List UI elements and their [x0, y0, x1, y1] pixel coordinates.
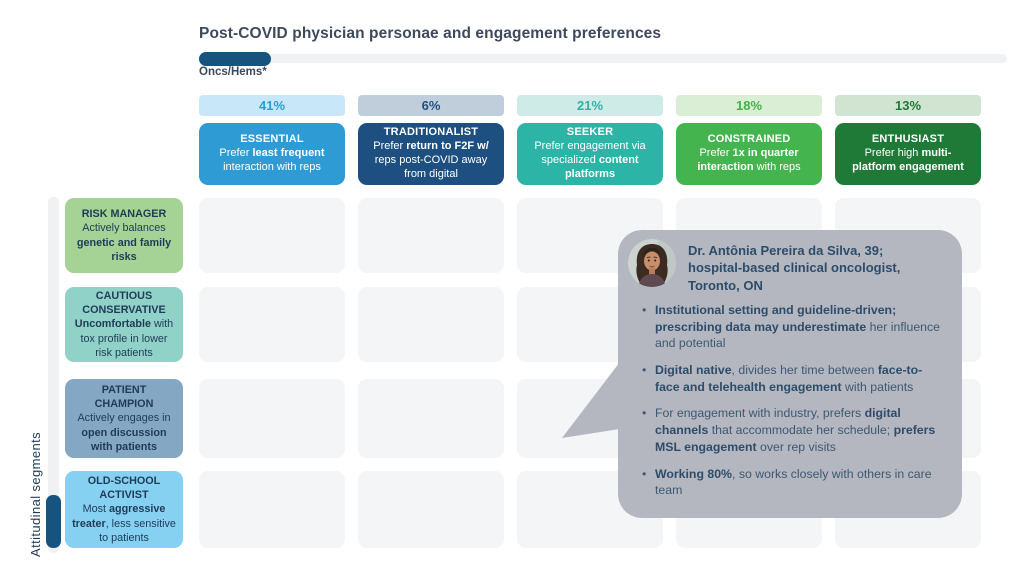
- emphasis-text: 1x in quarter interaction: [697, 147, 799, 173]
- matrix-cell: [199, 471, 345, 548]
- segment-description: Uncomfortable with tox profile in lower …: [72, 317, 176, 359]
- persona-card-description: Prefer high multi-platform engagement: [843, 147, 973, 175]
- persona-card-title: TRADITIONALIST: [383, 126, 479, 139]
- plain-text: , less sensitive to patients: [99, 517, 176, 544]
- matrix-cell: [358, 379, 504, 458]
- emphasis-text: prefers MSL engagement: [655, 423, 936, 454]
- callout-tail-icon: [562, 354, 626, 438]
- persona-card-traditionalist: TRADITIONALIST Prefer return to F2F w/ re…: [358, 123, 504, 185]
- segment-label-cautious-conservative: CAUTIOUS CONSERVATIVE Uncomfortable with …: [65, 287, 183, 362]
- persona-card-description: Prefer 1x in quarter interaction with re…: [684, 147, 814, 175]
- plain-text: Actively balances: [82, 222, 166, 235]
- specialty-progress-thumb: [199, 51, 271, 66]
- matrix-cell: [358, 471, 504, 548]
- emphasis-text: open discussion with patients: [81, 426, 167, 453]
- persona-card-constrained: CONSTRAINED Prefer 1x in quarter interact…: [676, 123, 822, 185]
- profile-bullet: Working 80%, so works closely with other…: [642, 466, 940, 499]
- y-axis-label: Attitudinal segments: [28, 431, 43, 557]
- persona-card-description: Prefer least frequent interaction with r…: [207, 147, 337, 175]
- plain-text: with tox profile in lower risk patients: [80, 318, 174, 359]
- segment-description: Actively balances genetic and family ris…: [72, 221, 176, 263]
- plain-text: Most: [82, 503, 109, 516]
- plain-text: For engagement with industry, prefers: [655, 406, 865, 421]
- persona-share-seeker: 21%: [517, 95, 663, 116]
- doctor-profile-bullets: Institutional setting and guideline-driv…: [628, 302, 940, 499]
- plain-text: with reps: [753, 160, 801, 173]
- persona-share-traditionalist: 6%: [358, 95, 504, 116]
- emphasis-text: multi-platform engagement: [852, 147, 964, 173]
- emphasis-text: Working 80%: [655, 466, 732, 481]
- specialty-tab-label: Oncs/Hems*: [199, 66, 267, 78]
- persona-card-title: SEEKER: [566, 126, 614, 139]
- emphasis-text: content platforms: [564, 154, 639, 180]
- emphasis-text: least frequent: [252, 147, 325, 160]
- emphasis-text: return to F2F w/: [406, 140, 489, 153]
- plain-text: her influence and potential: [655, 319, 941, 351]
- profile-bullet: Digital native, divides her time between…: [642, 362, 940, 395]
- persona-share-enthusiast: 13%: [835, 95, 981, 116]
- emphasis-text: Uncomfortable: [74, 318, 151, 331]
- plain-text: interaction with reps: [223, 160, 321, 173]
- doctor-name-role: Dr. Antônia Pereira da Silva, 39; hospit…: [688, 243, 901, 293]
- persona-share-essential: 41%: [199, 95, 345, 116]
- segment-progress-thumb: [46, 495, 61, 548]
- plain-text: , so works closely with others in care t…: [655, 466, 932, 498]
- matrix-cell: [358, 287, 504, 362]
- persona-share-constrained: 18%: [676, 95, 822, 116]
- emphasis-text: genetic and family risks: [76, 236, 172, 263]
- persona-card-title: CONSTRAINED: [707, 133, 791, 146]
- plain-text: Prefer high: [864, 147, 922, 160]
- persona-card-seeker: SEEKER Prefer engagement via specialized …: [517, 123, 663, 185]
- plain-text: Actively engages in: [77, 412, 171, 425]
- profile-bullet: Institutional setting and guideline-driv…: [642, 302, 940, 352]
- plain-text: , divides her time between: [731, 363, 878, 377]
- doctor-avatar: [628, 239, 676, 287]
- matrix-cell: [358, 198, 504, 273]
- persona-card-enthusiast: ENTHUSIAST Prefer high multi-platform eng…: [835, 123, 981, 185]
- segment-description: Actively engages in open discussion with…: [72, 411, 176, 453]
- plain-text: Prefer: [699, 147, 733, 160]
- segment-progress-track: [46, 197, 61, 553]
- plain-text: reps post-COVID away from digital: [374, 154, 488, 180]
- segment-label-risk-manager: RISK MANAGER Actively balances genetic an…: [65, 198, 183, 273]
- segment-description: Most aggressive treater, less sensitive …: [72, 502, 176, 544]
- persona-card-essential: ESSENTIAL Prefer least frequent interacti…: [199, 123, 345, 185]
- plain-text: with patients: [841, 379, 914, 394]
- segment-label-patient-champion: PATIENT CHAMPION Actively engages in open…: [65, 379, 183, 458]
- slide-title: Post-COVID physician personae and engage…: [199, 25, 662, 42]
- persona-card-title: ENTHUSIAST: [871, 133, 945, 146]
- persona-card-title: ESSENTIAL: [240, 133, 304, 146]
- matrix-cell: [199, 287, 345, 362]
- profile-bullet: For engagement with industry, prefers di…: [642, 405, 940, 455]
- matrix-cell: [199, 198, 345, 273]
- emphasis-text: face-to-face and telehealth engagement: [655, 363, 923, 394]
- plain-text: that accommodate her schedule;: [708, 423, 894, 438]
- matrix-cell: [199, 379, 345, 458]
- segment-name: CAUTIOUS CONSERVATIVE: [82, 290, 166, 317]
- emphasis-text: Institutional setting and guideline-driv…: [655, 302, 897, 334]
- plain-text: Prefer engagement via specialized: [534, 140, 646, 166]
- segment-name: RISK MANAGER: [81, 208, 167, 221]
- persona-card-description: Prefer return to F2F w/ reps post-COVID …: [366, 140, 496, 182]
- callout-header: Dr. Antônia Pereira da Silva, 39; hospit…: [628, 239, 940, 294]
- persona-card-description: Prefer engagement via specialized conten…: [525, 140, 655, 182]
- plain-text: Prefer: [219, 147, 253, 160]
- physician-profile-callout: Dr. Antônia Pereira da Silva, 39; hospit…: [618, 230, 962, 518]
- emphasis-text: digital channels: [655, 406, 901, 438]
- segment-name: OLD-SCHOOL ACTIVIST: [87, 475, 161, 502]
- plain-text: over rep visits: [756, 439, 836, 454]
- emphasis-text: aggressive treater: [72, 503, 166, 530]
- plain-text: Prefer: [373, 140, 407, 153]
- segment-label-old-school-activist: OLD-SCHOOL ACTIVIST Most aggressive treat…: [65, 471, 183, 548]
- segment-name: PATIENT CHAMPION: [94, 384, 154, 411]
- specialty-progress-track: [199, 51, 1007, 66]
- emphasis-text: Digital native: [655, 363, 732, 377]
